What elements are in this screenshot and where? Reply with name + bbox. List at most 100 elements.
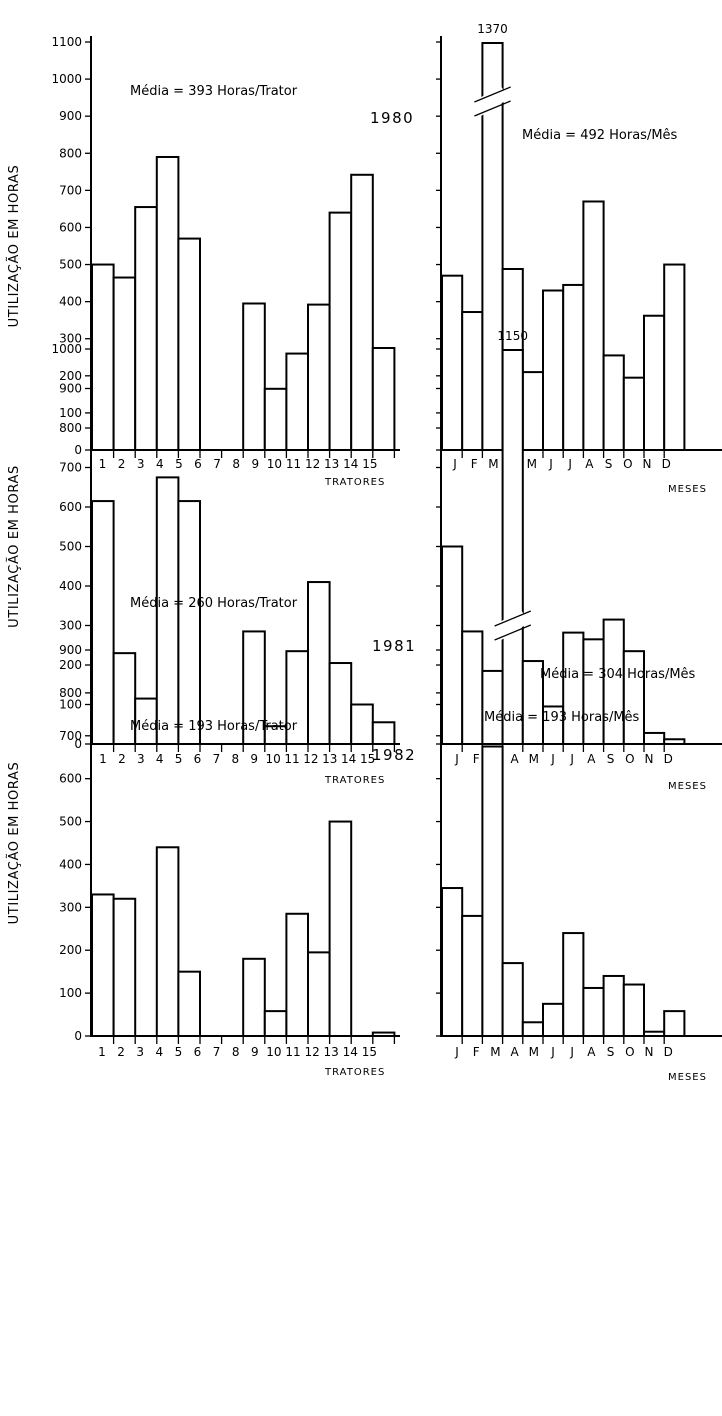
x-tick-label: 8 [232, 457, 240, 471]
x-axis-label: TRATORES [324, 775, 385, 786]
bar [622, 650, 645, 745]
x-tick-label: 11 [286, 457, 301, 471]
y-tick-label: 200 [59, 658, 82, 672]
x-tick-label: M [490, 1045, 500, 1059]
bar [643, 731, 666, 746]
y-tick-label: 500 [59, 815, 82, 829]
bar [91, 500, 115, 746]
x-tick-label: 14 [341, 752, 356, 766]
axis-break-gap [493, 609, 530, 640]
y-tick-label: 1000 [51, 72, 82, 86]
x-tick-label: J [567, 457, 572, 471]
mean-annotation: Média = 193 Horas/Trator [130, 719, 298, 734]
bar [663, 263, 686, 451]
bar [371, 1031, 396, 1037]
x-tick-label: M [529, 752, 539, 766]
y-tick-label: 800 [59, 686, 82, 700]
bar [501, 962, 524, 1037]
x-tick-label: J [550, 1045, 555, 1059]
y-tick-label: 200 [59, 369, 82, 383]
bar [663, 738, 686, 746]
y-tick-label: 200 [59, 943, 82, 957]
x-tick-label: 7 [213, 752, 221, 766]
y-tick-label: 700 [59, 729, 82, 743]
x-tick-label: 1 [98, 1045, 106, 1059]
x-tick-label: 7 [213, 1045, 221, 1059]
bar [562, 631, 585, 745]
x-tick-label: A [587, 1045, 596, 1059]
x-tick-label: A [587, 752, 596, 766]
y-tick-label: 300 [59, 619, 82, 633]
y-tick-label: 700 [59, 461, 82, 475]
x-tick-label: F [471, 457, 478, 471]
x-tick-label: 7 [213, 457, 221, 471]
y-axis-label: UTILIZAÇÃO EM HORAS [6, 165, 22, 328]
x-tick-label: 2 [117, 1045, 125, 1059]
x-tick-label: 12 [305, 457, 320, 471]
y-tick-label: 1100 [51, 35, 82, 49]
x-tick-label: 13 [324, 1045, 339, 1059]
y-tick-label: 900 [59, 109, 82, 123]
bar [328, 820, 353, 1037]
bar [441, 887, 464, 1037]
y-tick-label: 400 [59, 857, 82, 871]
bar [521, 371, 544, 452]
bar [350, 173, 374, 451]
x-tick-label: S [607, 1045, 615, 1059]
bar [562, 932, 585, 1037]
y-tick-label: 100 [59, 406, 82, 420]
x-tick-label: J [454, 752, 459, 766]
x-tick-label: F [473, 752, 480, 766]
bar [521, 660, 544, 745]
x-tick-label: S [605, 457, 613, 471]
x-tick-label: 4 [156, 457, 164, 471]
axis-break-mark [494, 624, 532, 641]
axis-break-mark [474, 100, 511, 117]
bar [112, 897, 137, 1037]
x-axis-label: MESES [668, 1072, 707, 1083]
x-tick-label: 12 [304, 1045, 319, 1059]
x-tick-label: N [645, 1045, 654, 1059]
bar [461, 630, 484, 745]
x-tick-label: 3 [136, 1045, 144, 1059]
year-label: 1981 [372, 637, 416, 655]
x-tick-label: J [548, 457, 553, 471]
y-tick-label: 300 [59, 332, 82, 346]
bar [461, 311, 484, 451]
bar [285, 912, 309, 1037]
y-tick-label: 0 [74, 737, 82, 751]
mean-annotation: Média = 304 Horas/Mês [540, 667, 696, 682]
mean-annotation: Média = 193 Horas/Mês [484, 710, 640, 725]
bar [155, 846, 180, 1037]
bar [177, 237, 201, 451]
y-tick-label: 500 [59, 540, 82, 554]
x-tick-label: J [452, 457, 457, 471]
bar [622, 983, 645, 1037]
x-tick-label: 10 [265, 752, 280, 766]
bar [134, 206, 158, 451]
x-tick-label: O [623, 457, 632, 471]
y-tick-label: 0 [74, 443, 82, 457]
x-axis-label: MESES [668, 781, 707, 792]
chart-panel: 1370JFMAMJJASONDMESESMédia = 492 Horas/M… [436, 22, 722, 495]
y-tick-label: 100 [59, 698, 82, 712]
bar [177, 970, 201, 1038]
bar [481, 669, 504, 745]
x-tick-label: J [569, 1045, 574, 1059]
x-tick-label: D [662, 457, 671, 471]
x-tick-label: N [645, 752, 654, 766]
bar [663, 1010, 686, 1038]
x-tick-label: 13 [322, 752, 337, 766]
y-tick-label: 0 [74, 1029, 82, 1043]
x-tick-label: 8 [231, 752, 239, 766]
bar [91, 893, 115, 1038]
y-tick-label: 700 [59, 183, 82, 197]
x-tick-label: 13 [324, 457, 339, 471]
bar [350, 703, 374, 745]
x-tick-label: A [585, 457, 594, 471]
bar [155, 155, 180, 451]
x-tick-label: F [473, 1045, 480, 1059]
bar [371, 347, 396, 451]
